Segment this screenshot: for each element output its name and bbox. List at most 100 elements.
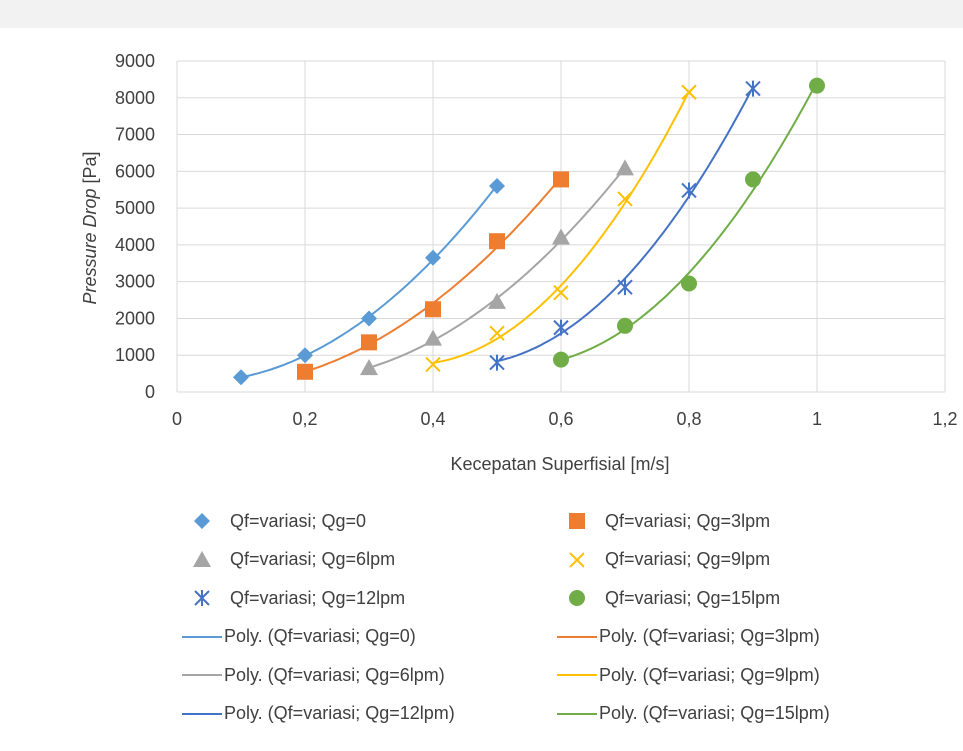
y-axis-title-unit: [Pa] bbox=[80, 151, 100, 188]
y-tick-label: 5000 bbox=[115, 198, 155, 218]
marker-shape bbox=[616, 159, 634, 176]
x-tick-label: 1,2 bbox=[932, 409, 957, 429]
marker-shape bbox=[425, 356, 441, 373]
legend-marker bbox=[569, 513, 585, 529]
legend-symbol-graphic bbox=[182, 674, 222, 676]
marker-shape bbox=[617, 317, 633, 334]
y-axis-title-italic: Pressure Drop bbox=[80, 188, 100, 304]
marker-shape bbox=[489, 354, 505, 371]
legend-symbol-graphic bbox=[182, 712, 222, 715]
data-point-series-5 bbox=[553, 319, 569, 336]
legend-marker bbox=[569, 590, 585, 606]
legend-label: Qf=variasi; Qg=12lpm bbox=[230, 587, 406, 608]
legend-item: Qf=variasi; Qg=15lpm bbox=[555, 585, 780, 611]
legend-item: Poly. (Qf=variasi; Qg=15lpm) bbox=[555, 701, 830, 727]
data-point-series-3 bbox=[616, 159, 634, 176]
legend-line-symbol bbox=[555, 624, 599, 650]
data-point-series-4 bbox=[425, 356, 441, 373]
trendlines bbox=[240, 81, 818, 379]
y-tick-label: 7000 bbox=[115, 125, 155, 145]
legend-label: Poly. (Qf=variasi; Qg=15lpm) bbox=[599, 703, 830, 723]
x-axis-title: Kecepatan Superfisial [m/s] bbox=[450, 454, 669, 474]
data-point-series-5 bbox=[617, 279, 633, 296]
marker-shape bbox=[489, 325, 505, 341]
marker-shape bbox=[809, 77, 825, 94]
legend-item: Poly. (Qf=variasi; Qg=9lpm) bbox=[555, 662, 820, 688]
marker-shape bbox=[360, 359, 378, 376]
y-axis-title: Pressure Drop [Pa] bbox=[80, 151, 100, 304]
marker-shape bbox=[569, 551, 585, 568]
data-point-series-3 bbox=[360, 359, 378, 376]
data-point-series-5 bbox=[489, 354, 505, 371]
marker-shape bbox=[488, 292, 506, 309]
tick-labels: 0 1000 2000 3000 4000 5000 6000 7000 8000 9000 0 0,… bbox=[115, 51, 958, 429]
data-point-series-6 bbox=[745, 171, 761, 188]
legend-item: Qf=variasi; Qg=12lpm bbox=[180, 585, 405, 611]
trendline-6 bbox=[560, 81, 818, 361]
data-point-series-2 bbox=[489, 233, 505, 250]
marker-shape bbox=[194, 590, 210, 606]
data-point-series-4 bbox=[553, 284, 569, 301]
data-point-series-5 bbox=[745, 80, 761, 97]
marker-shape bbox=[489, 178, 505, 195]
trendline-4 bbox=[432, 90, 690, 364]
data-point-series-1 bbox=[233, 369, 249, 386]
marker-shape bbox=[617, 279, 633, 296]
legend-item: Poly. (Qf=variasi; Qg=6lpm) bbox=[180, 662, 445, 688]
legend-symbol-graphic bbox=[194, 513, 210, 529]
legend-item: Poly. (Qf=variasi; Qg=3lpm) bbox=[555, 624, 820, 650]
legend-symbol-graphic bbox=[194, 590, 210, 606]
legend-symbol-graphic bbox=[569, 513, 585, 529]
marker-shape bbox=[361, 310, 377, 327]
marker-shape bbox=[297, 347, 313, 364]
legend-label: Qf=variasi; Qg=6lpm bbox=[230, 549, 396, 569]
data-point-series-1 bbox=[297, 347, 313, 364]
legend-label: Poly. (Qf=variasi; Qg=0) bbox=[224, 626, 416, 646]
data-point-series-4 bbox=[617, 191, 633, 207]
legend-item: Qf=variasi; Qg=3lpm bbox=[555, 508, 770, 534]
legend-label: Poly. (Qf=variasi; Qg=3lpm) bbox=[599, 626, 820, 646]
marker-shape bbox=[681, 84, 697, 100]
marker-shape bbox=[424, 329, 442, 346]
marker-shape bbox=[569, 513, 585, 529]
marker-shape bbox=[569, 590, 585, 606]
x-tick-label: 0,4 bbox=[420, 409, 445, 429]
marker-shape bbox=[297, 363, 313, 380]
legend-item: Poly. (Qf=variasi; Qg=0) bbox=[180, 624, 416, 650]
data-point-series-1 bbox=[489, 178, 505, 195]
x-tick-label: 0,2 bbox=[292, 409, 317, 429]
y-tick-label: 8000 bbox=[115, 88, 155, 108]
legend-line-symbol bbox=[180, 624, 224, 650]
legend-symbol-graphic bbox=[557, 712, 597, 715]
legend-label: Qf=variasi; Qg=15lpm bbox=[605, 587, 781, 608]
legend-symbol-graphic bbox=[557, 635, 597, 638]
marker-shape bbox=[681, 182, 697, 199]
legend-line-symbol bbox=[555, 662, 599, 688]
y-tick-label: 1000 bbox=[115, 345, 155, 365]
x-tick-label: 0 bbox=[172, 409, 182, 429]
legend-marker-symbol bbox=[555, 508, 599, 534]
gridlines bbox=[177, 60, 946, 392]
x-tick-label: 0,6 bbox=[548, 409, 573, 429]
y-tick-label: 4000 bbox=[115, 235, 155, 255]
legend-symbol-graphic bbox=[557, 674, 597, 676]
legend-marker-symbol bbox=[555, 547, 599, 573]
legend-marker bbox=[194, 590, 210, 606]
y-tick-label: 2000 bbox=[115, 308, 155, 328]
data-points bbox=[233, 77, 825, 386]
marker-shape bbox=[553, 284, 569, 301]
marker-shape bbox=[553, 171, 569, 188]
data-point-series-3 bbox=[552, 228, 570, 245]
legend-label: Qf=variasi; Qg=3lpm bbox=[605, 510, 771, 531]
legend-symbol-graphic bbox=[569, 590, 585, 606]
marker-shape bbox=[617, 191, 633, 207]
x-tick-label: 1 bbox=[812, 409, 822, 429]
legend-marker-symbol bbox=[180, 508, 224, 534]
y-tick-label: 9000 bbox=[115, 51, 155, 71]
data-point-series-1 bbox=[425, 249, 441, 266]
data-point-series-5 bbox=[681, 182, 697, 199]
legend-marker bbox=[194, 513, 210, 529]
legend-item: Poly. (Qf=variasi; Qg=12lpm) bbox=[180, 701, 455, 727]
legend-marker-symbol bbox=[555, 585, 599, 611]
